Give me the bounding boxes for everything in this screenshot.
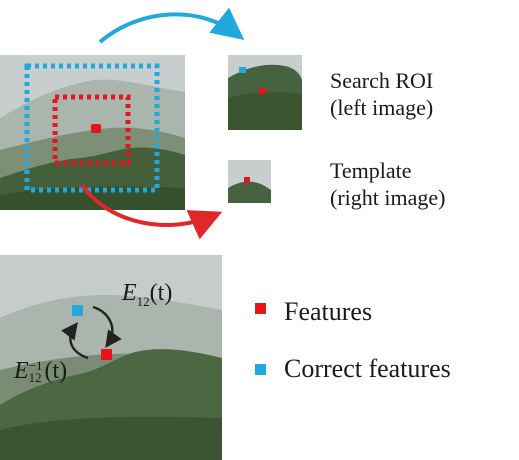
template-label: Template bbox=[330, 158, 412, 183]
legend-correct-feature-swatch bbox=[255, 364, 266, 375]
search-roi-label: Search ROI bbox=[330, 68, 434, 93]
bottom-image bbox=[0, 255, 222, 460]
template-thumbnail bbox=[228, 160, 271, 203]
legend-correct-features-label: Correct features bbox=[284, 354, 451, 383]
inverse-mapping-equation: E −1 12 (t) bbox=[14, 358, 68, 386]
feature-point bbox=[101, 349, 112, 360]
template-box bbox=[52, 94, 131, 166]
inverse-mapping-arrow bbox=[61, 322, 89, 360]
legend-features-label: Features bbox=[284, 297, 373, 326]
arrow-to-search-roi bbox=[98, 7, 245, 44]
search-roi-thumbnail bbox=[228, 55, 302, 130]
feature-point-left bbox=[91, 124, 101, 133]
legend-feature-swatch bbox=[255, 303, 266, 314]
forward-mapping-arrow bbox=[92, 305, 122, 348]
forward-mapping-equation: E12(t) bbox=[122, 280, 173, 309]
template-sublabel: (right image) bbox=[330, 185, 446, 210]
search-roi-sublabel: (left image) bbox=[330, 95, 434, 120]
search-roi-box bbox=[24, 63, 160, 193]
arrow-to-template bbox=[80, 183, 223, 240]
correct-feature-point bbox=[72, 305, 83, 316]
